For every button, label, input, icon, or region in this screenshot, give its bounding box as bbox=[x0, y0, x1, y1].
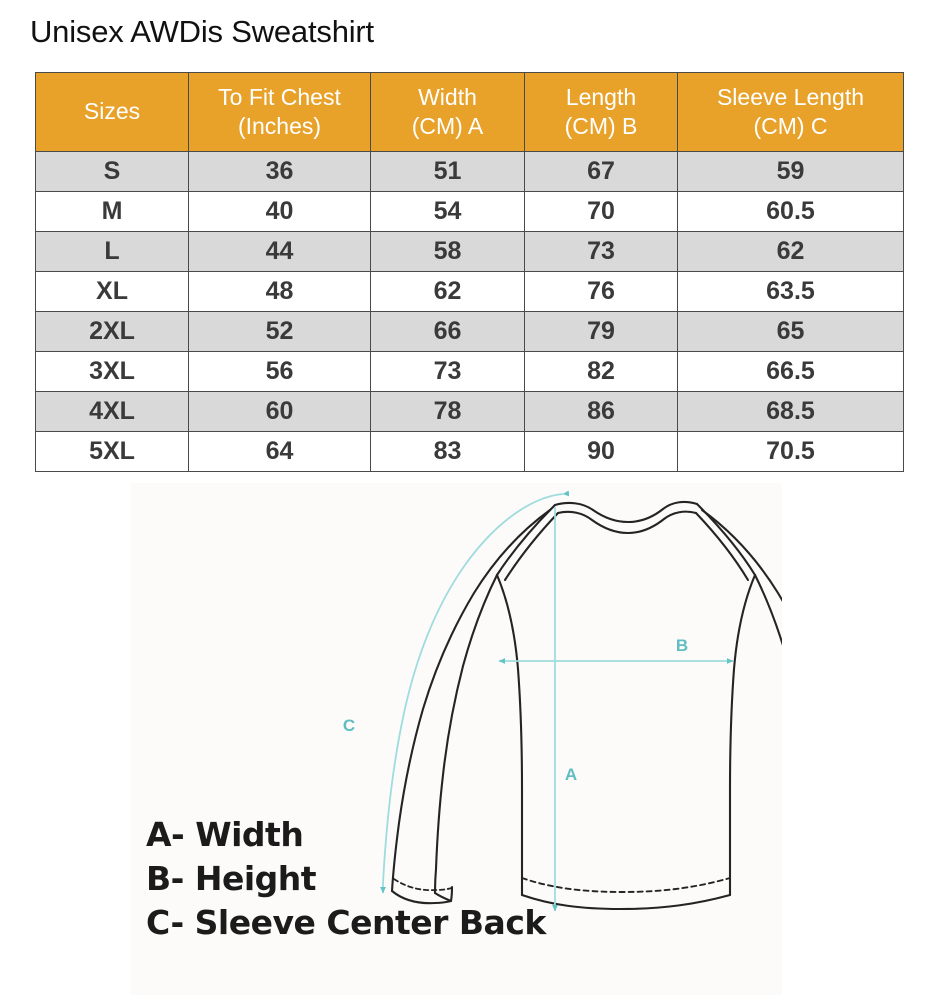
cell-chest: 44 bbox=[188, 231, 371, 272]
cell-chest: 36 bbox=[188, 151, 371, 192]
cell-size: XL bbox=[35, 271, 189, 312]
garment-measurement-diagram: B A C A- Width B- Height C- Sleeve Cente… bbox=[131, 483, 782, 995]
cell-width: 62 bbox=[370, 271, 525, 312]
cell-chest: 48 bbox=[188, 271, 371, 312]
measure-line-c bbox=[382, 490, 570, 884]
size-chart-table-container: Sizes To Fit Chest (Inches) Width (CM) A… bbox=[35, 72, 904, 472]
column-header-line1: Sizes bbox=[83, 98, 141, 125]
cell-length: 67 bbox=[524, 151, 678, 192]
measurement-annotations bbox=[380, 490, 734, 912]
cell-sleeve: 60.5 bbox=[677, 191, 904, 232]
column-header-line1: Length bbox=[565, 83, 637, 110]
cell-chest: 60 bbox=[188, 391, 371, 432]
cell-size: 4XL bbox=[35, 391, 189, 432]
cell-size: 2XL bbox=[35, 311, 189, 352]
table-header-row: Sizes To Fit Chest (Inches) Width (CM) A… bbox=[35, 72, 904, 152]
cell-chest: 52 bbox=[188, 311, 371, 352]
measure-label-c: C bbox=[343, 716, 355, 735]
table-row: 3XL 56 73 82 66.5 bbox=[35, 351, 904, 392]
legend-item-b: B- Height bbox=[146, 858, 317, 898]
column-header-sizes: Sizes bbox=[35, 72, 189, 152]
cell-sleeve: 63.5 bbox=[677, 271, 904, 312]
cell-width: 66 bbox=[370, 311, 525, 352]
cell-width: 83 bbox=[370, 431, 525, 472]
measurement-letter-labels: B A C bbox=[343, 636, 688, 784]
cell-size: M bbox=[35, 191, 189, 232]
column-header-line1: To Fit Chest bbox=[218, 83, 341, 110]
cell-length: 86 bbox=[524, 391, 678, 432]
table-row: 4XL 60 78 86 68.5 bbox=[35, 391, 904, 432]
table-row: L 44 58 73 62 bbox=[35, 231, 904, 272]
cell-size: 3XL bbox=[35, 351, 189, 392]
cell-length: 82 bbox=[524, 351, 678, 392]
column-header-to-fit-chest: To Fit Chest (Inches) bbox=[188, 72, 371, 152]
column-header-width: Width (CM) A bbox=[370, 72, 525, 152]
cell-sleeve: 65 bbox=[677, 311, 904, 352]
cell-length: 79 bbox=[524, 311, 678, 352]
cell-chest: 56 bbox=[188, 351, 371, 392]
cell-width: 51 bbox=[370, 151, 525, 192]
column-header-line2: (CM) A bbox=[411, 113, 484, 139]
column-header-length: Length (CM) B bbox=[524, 72, 678, 152]
cell-width: 54 bbox=[370, 191, 525, 232]
cell-length: 70 bbox=[524, 191, 678, 232]
table-row: 5XL 64 83 90 70.5 bbox=[35, 431, 904, 472]
garment-outline bbox=[390, 500, 782, 911]
cell-sleeve: 62 bbox=[677, 231, 904, 272]
cell-sleeve: 68.5 bbox=[677, 391, 904, 432]
measure-label-a: A bbox=[565, 765, 577, 784]
column-header-line1: Width bbox=[418, 83, 477, 110]
cell-chest: 64 bbox=[188, 431, 371, 472]
cell-width: 58 bbox=[370, 231, 525, 272]
cell-sleeve: 70.5 bbox=[677, 431, 904, 472]
table-row: XL 48 62 76 63.5 bbox=[35, 271, 904, 312]
cell-size: S bbox=[35, 151, 189, 192]
cell-width: 78 bbox=[370, 391, 525, 432]
measure-label-b: B bbox=[676, 636, 688, 655]
column-header-sleeve-length: Sleeve Length (CM) C bbox=[677, 72, 904, 152]
cell-chest: 40 bbox=[188, 191, 371, 232]
table-row: 2XL 52 66 79 65 bbox=[35, 311, 904, 352]
column-header-line2: (CM) B bbox=[564, 113, 638, 139]
table-row: M 40 54 70 60.5 bbox=[35, 191, 904, 232]
legend-item-c: C- Sleeve Center Back bbox=[146, 902, 546, 942]
column-header-line2: (Inches) bbox=[237, 113, 322, 139]
cell-width: 73 bbox=[370, 351, 525, 392]
measurement-legend: A- Width B- Height C- Sleeve Center Back bbox=[146, 813, 546, 945]
cell-size: L bbox=[35, 231, 189, 272]
cell-length: 90 bbox=[524, 431, 678, 472]
cell-size: 5XL bbox=[35, 431, 189, 472]
size-chart-table: Sizes To Fit Chest (Inches) Width (CM) A… bbox=[35, 72, 904, 472]
column-header-line2: (CM) C bbox=[753, 113, 828, 139]
legend-item-a: A- Width bbox=[146, 815, 304, 854]
column-header-line1: Sleeve Length bbox=[716, 83, 865, 110]
cell-sleeve: 59 bbox=[677, 151, 904, 192]
cell-sleeve: 66.5 bbox=[677, 351, 904, 392]
cell-length: 76 bbox=[524, 271, 678, 312]
cell-length: 73 bbox=[524, 231, 678, 272]
sweatshirt-illustration: B A C bbox=[343, 490, 782, 912]
page-title: Unisex AWDis Sweatshirt bbox=[30, 14, 374, 49]
table-row: S 36 51 67 59 bbox=[35, 151, 904, 192]
